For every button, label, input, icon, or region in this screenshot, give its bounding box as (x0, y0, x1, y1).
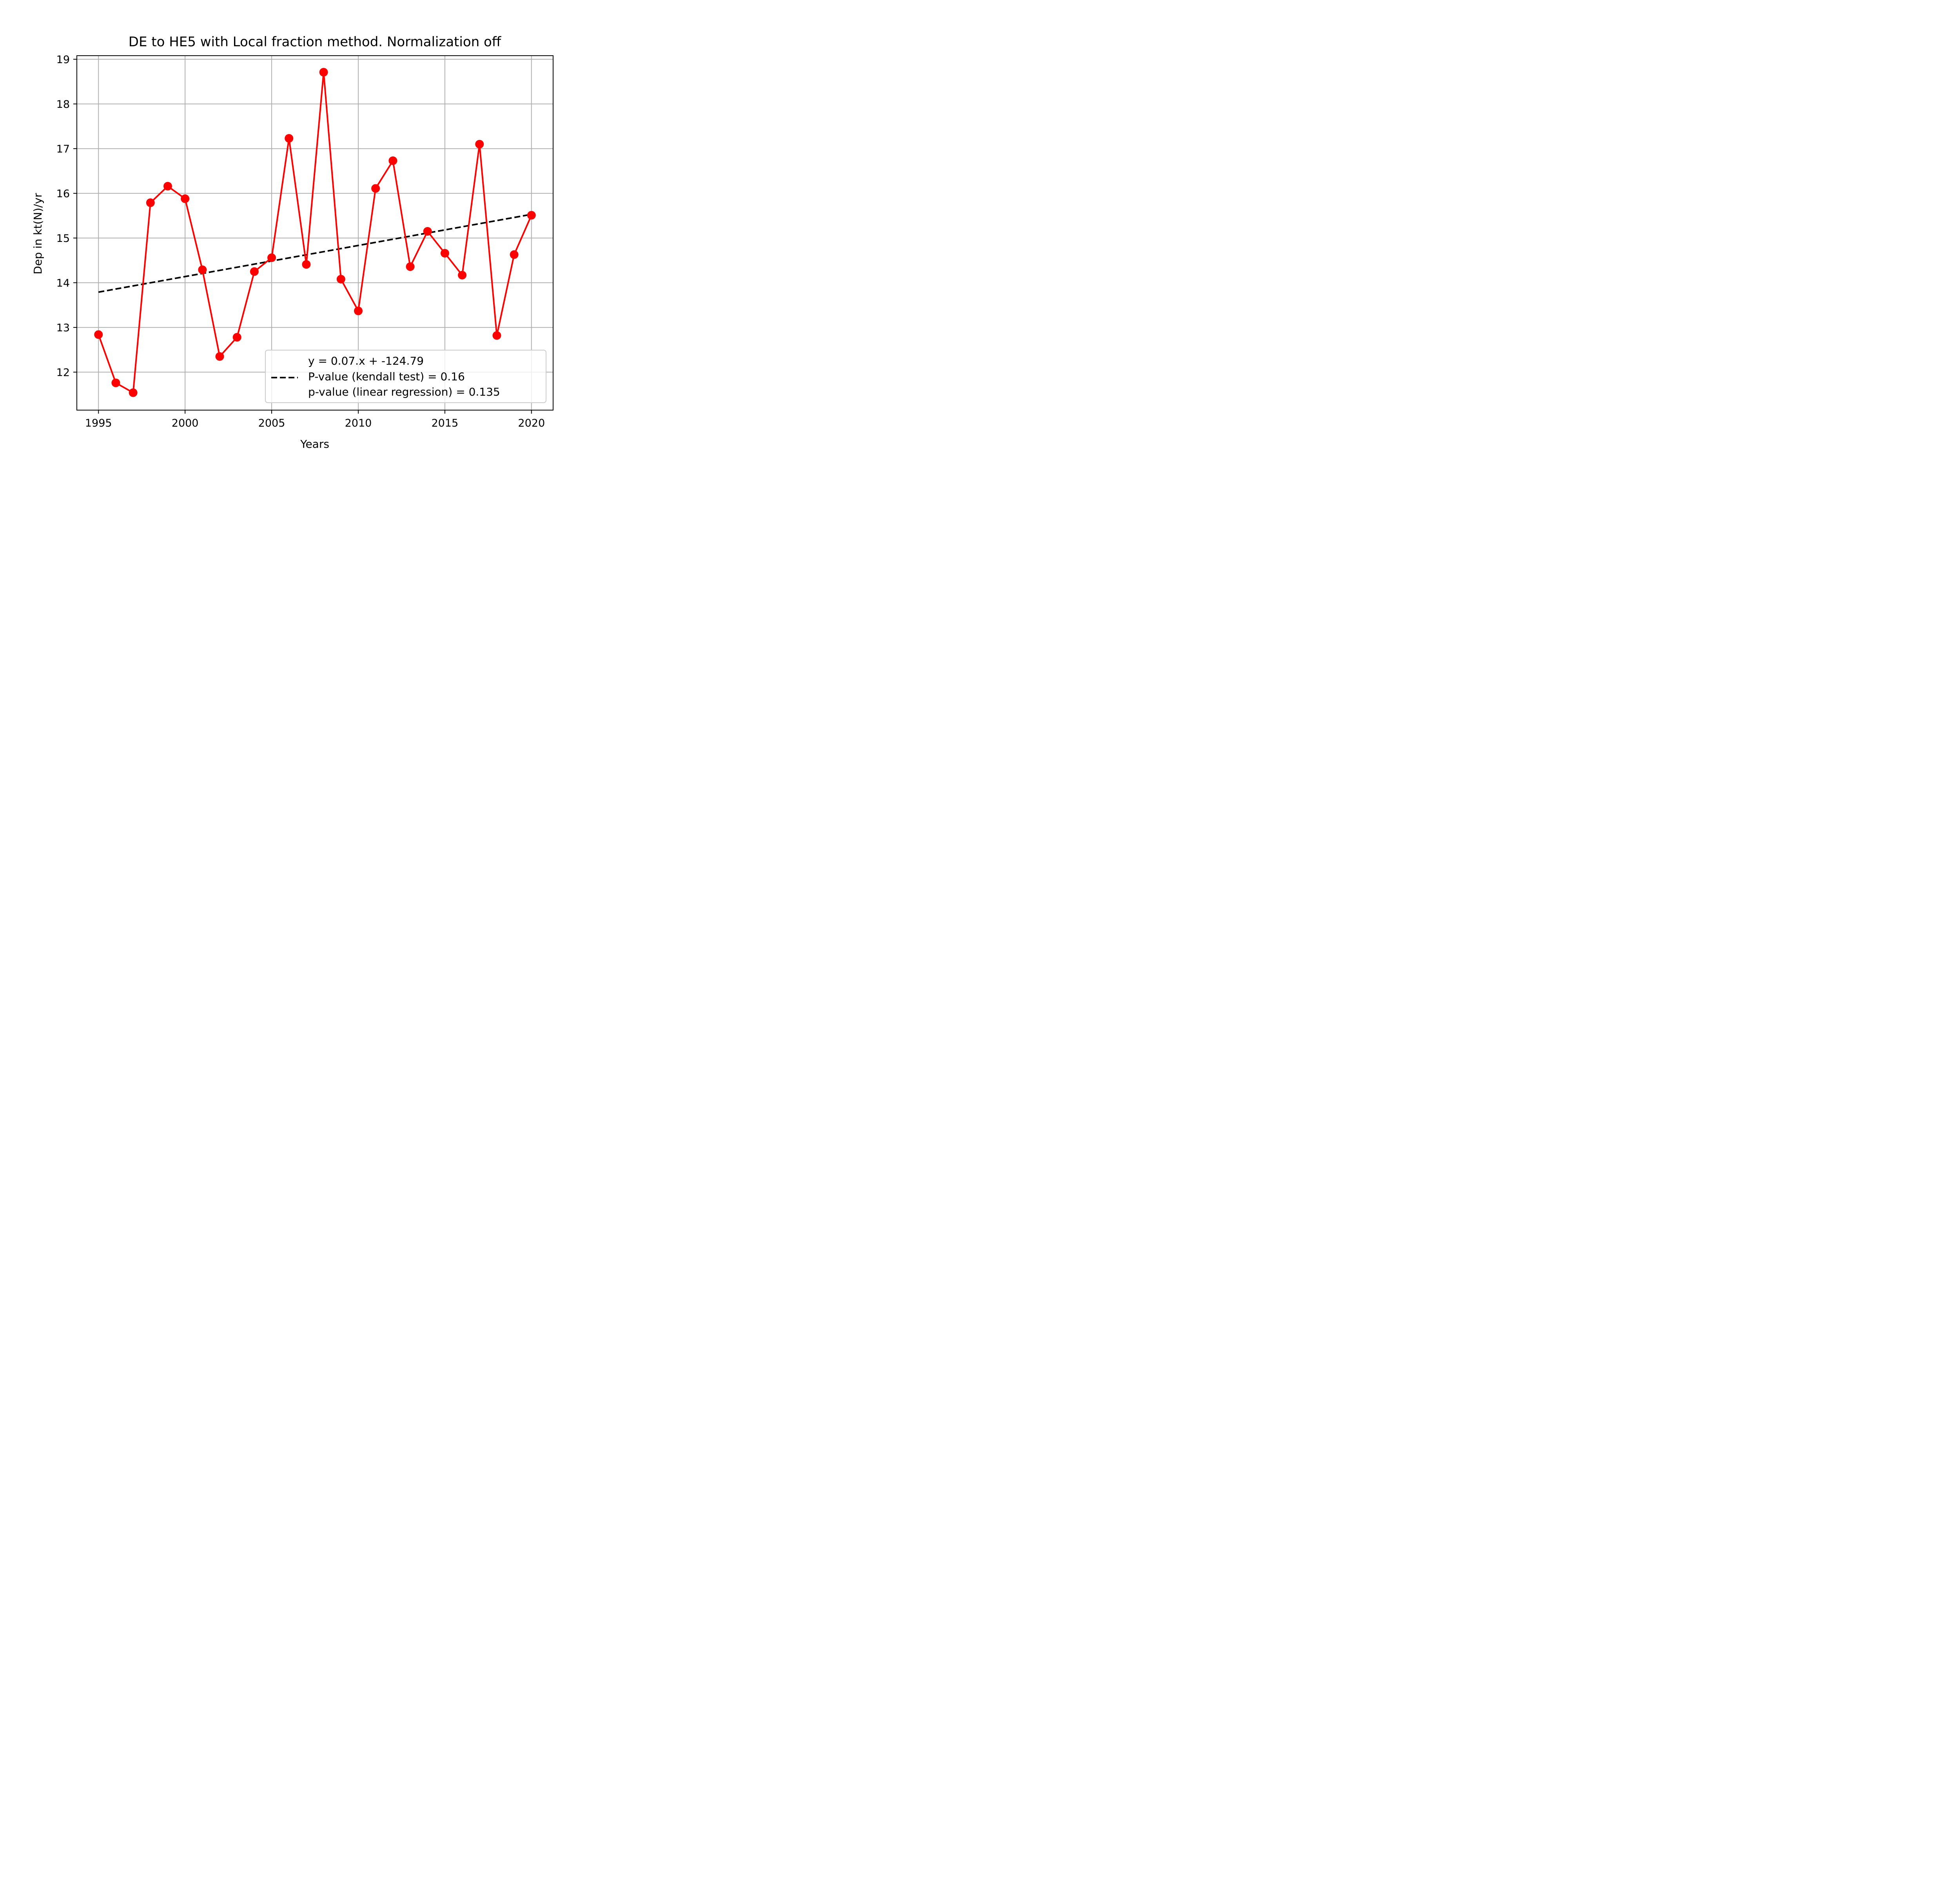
y-tick-label: 18 (56, 98, 70, 111)
y-tick-label: 19 (56, 54, 70, 66)
x-tick-label: 1995 (85, 417, 112, 429)
chart-title: DE to HE5 with Local fraction method. No… (129, 34, 502, 50)
data-point (458, 271, 467, 280)
data-point (354, 306, 363, 315)
x-axis-label: Years (300, 438, 329, 451)
chart: DE to HE5 with Local fraction method. No… (0, 0, 608, 456)
y-axis-ticks: 12 13 14 15 16 17 18 19 (56, 54, 77, 379)
x-tick-label: 2010 (345, 417, 372, 429)
legend: y = 0.07.x + -124.79 P-value (kendall te… (265, 350, 546, 403)
x-tick-label: 2005 (258, 417, 285, 429)
y-tick-label: 16 (56, 188, 70, 200)
y-tick-label: 15 (56, 233, 70, 245)
data-point (423, 227, 432, 236)
data-point (250, 267, 259, 276)
data-point (475, 140, 484, 149)
y-tick-label: 12 (56, 367, 70, 379)
data-point (181, 194, 190, 203)
data-point (146, 198, 155, 207)
data-point (94, 330, 103, 339)
y-tick-label: 17 (56, 143, 70, 155)
data-point (267, 253, 276, 262)
trend-line (98, 213, 532, 293)
data-point (510, 250, 519, 259)
data-point (129, 388, 138, 397)
data-point (163, 182, 172, 191)
data-point (406, 262, 415, 271)
x-tick-label: 2015 (432, 417, 459, 429)
y-tick-label: 14 (56, 277, 70, 289)
legend-line-equation: y = 0.07.x + -124.79 (308, 354, 424, 367)
data-point (302, 260, 311, 269)
data-point (371, 184, 380, 193)
y-tick-label: 13 (56, 322, 70, 334)
data-point (336, 274, 345, 283)
legend-line-kendall: P-value (kendall test) = 0.16 (308, 370, 465, 383)
y-axis-label: Dep in kt(N)/yr (31, 193, 44, 274)
legend-line-regression: p-value (linear regression) = 0.135 (308, 385, 500, 398)
x-tick-label: 2000 (172, 417, 199, 429)
data-point (440, 249, 449, 258)
plot-frame (76, 55, 554, 411)
data-point (492, 331, 501, 340)
data-point (319, 68, 328, 77)
series-layer (94, 68, 536, 397)
legend-box (265, 350, 546, 403)
data-point (285, 134, 294, 143)
data-point (232, 333, 241, 342)
data-point (388, 156, 397, 165)
x-tick-label: 2020 (518, 417, 545, 429)
trend-layer (98, 213, 532, 293)
x-axis-ticks: 1995 2000 2005 2010 2015 2020 (85, 410, 545, 429)
data-point (111, 378, 120, 387)
data-point (198, 265, 207, 274)
data-point (215, 352, 224, 361)
data-point (527, 211, 536, 220)
